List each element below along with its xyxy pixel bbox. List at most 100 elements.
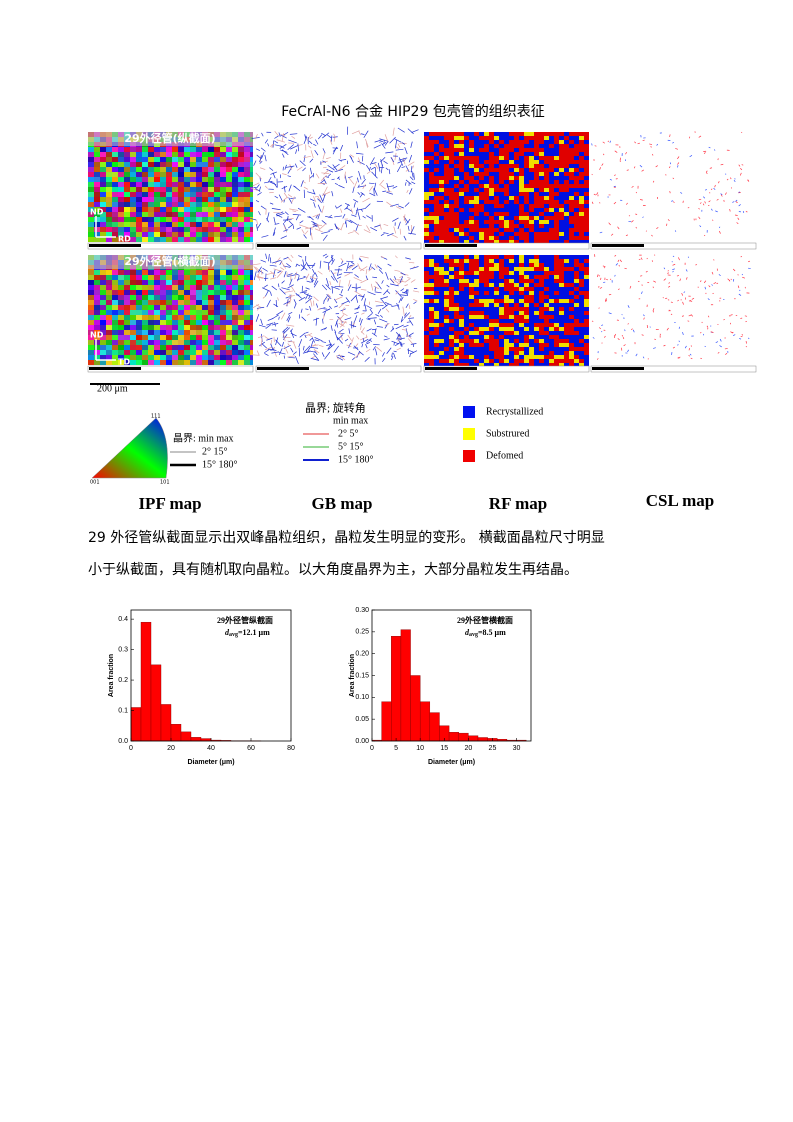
boundary xyxy=(289,278,293,286)
grain xyxy=(469,315,474,319)
grain xyxy=(148,192,154,197)
grain xyxy=(579,327,584,331)
boundary xyxy=(377,308,382,314)
boundary xyxy=(409,176,414,181)
boundary xyxy=(331,178,335,181)
grain xyxy=(509,283,514,287)
grain xyxy=(544,200,549,204)
grain xyxy=(142,162,148,167)
grain xyxy=(130,310,136,315)
grain xyxy=(549,355,554,359)
grain xyxy=(504,240,509,244)
grain xyxy=(519,343,524,347)
boundary xyxy=(670,301,673,303)
grain xyxy=(434,291,439,295)
grain xyxy=(499,303,504,307)
grain xyxy=(118,340,124,345)
grain xyxy=(424,220,429,224)
grain xyxy=(509,355,514,359)
grain xyxy=(504,263,509,267)
grain xyxy=(519,152,524,156)
ipf-corner: 101 xyxy=(160,480,170,486)
grain xyxy=(244,197,250,202)
grain xyxy=(136,207,142,212)
grain xyxy=(489,259,494,263)
boundary xyxy=(300,308,303,313)
grain xyxy=(100,325,106,330)
grain xyxy=(519,172,524,176)
boundary xyxy=(643,317,645,320)
grain xyxy=(220,227,226,232)
x-tick-label: 80 xyxy=(287,745,295,752)
grain xyxy=(112,320,118,325)
boundary xyxy=(360,289,367,291)
grain xyxy=(504,236,509,240)
grain xyxy=(220,187,226,192)
grain xyxy=(232,212,238,217)
grain xyxy=(88,320,94,325)
grain xyxy=(469,156,474,160)
boundary xyxy=(265,253,268,260)
grain xyxy=(160,335,166,340)
grain xyxy=(584,148,589,152)
grain xyxy=(226,227,232,232)
grain xyxy=(489,220,494,224)
grain xyxy=(484,315,489,319)
grain xyxy=(519,188,524,192)
grain xyxy=(190,315,196,320)
grain xyxy=(124,212,130,217)
grain xyxy=(524,351,529,355)
grain xyxy=(142,330,148,335)
grain xyxy=(529,299,534,303)
boundary xyxy=(739,338,742,340)
grain xyxy=(172,207,178,212)
grain xyxy=(564,160,569,164)
grain xyxy=(154,320,160,325)
grain xyxy=(579,283,584,287)
grain xyxy=(519,148,524,152)
boundary xyxy=(305,293,309,300)
boundary xyxy=(652,308,655,312)
grain xyxy=(519,347,524,351)
grain xyxy=(220,320,226,325)
grain xyxy=(226,310,232,315)
grain xyxy=(534,339,539,343)
boundary xyxy=(716,282,719,285)
grain xyxy=(172,232,178,237)
boundary xyxy=(617,288,620,290)
grain xyxy=(484,208,489,212)
boundary xyxy=(678,340,680,343)
grain xyxy=(484,200,489,204)
grain xyxy=(118,300,124,305)
boundary xyxy=(334,329,337,333)
grain xyxy=(449,148,454,152)
grain xyxy=(579,140,584,144)
grain xyxy=(202,355,208,360)
grain xyxy=(464,212,469,216)
grain xyxy=(160,300,166,305)
grain xyxy=(579,263,584,267)
grain xyxy=(534,263,539,267)
grain xyxy=(459,323,464,327)
grain xyxy=(220,315,226,320)
grain xyxy=(504,136,509,140)
grain xyxy=(489,311,494,315)
grain xyxy=(100,202,106,207)
boundary xyxy=(319,194,324,203)
grain xyxy=(539,140,544,144)
grain xyxy=(429,255,434,259)
grain xyxy=(579,176,584,180)
grain xyxy=(474,152,479,156)
grain xyxy=(166,345,172,350)
grain xyxy=(499,148,504,152)
grain xyxy=(554,200,559,204)
grain xyxy=(469,323,474,327)
grain xyxy=(579,259,584,263)
grain xyxy=(539,160,544,164)
grain xyxy=(529,132,534,136)
grain xyxy=(479,355,484,359)
grain xyxy=(479,263,484,267)
grain xyxy=(549,275,554,279)
boundary xyxy=(283,256,289,260)
grain xyxy=(524,271,529,275)
